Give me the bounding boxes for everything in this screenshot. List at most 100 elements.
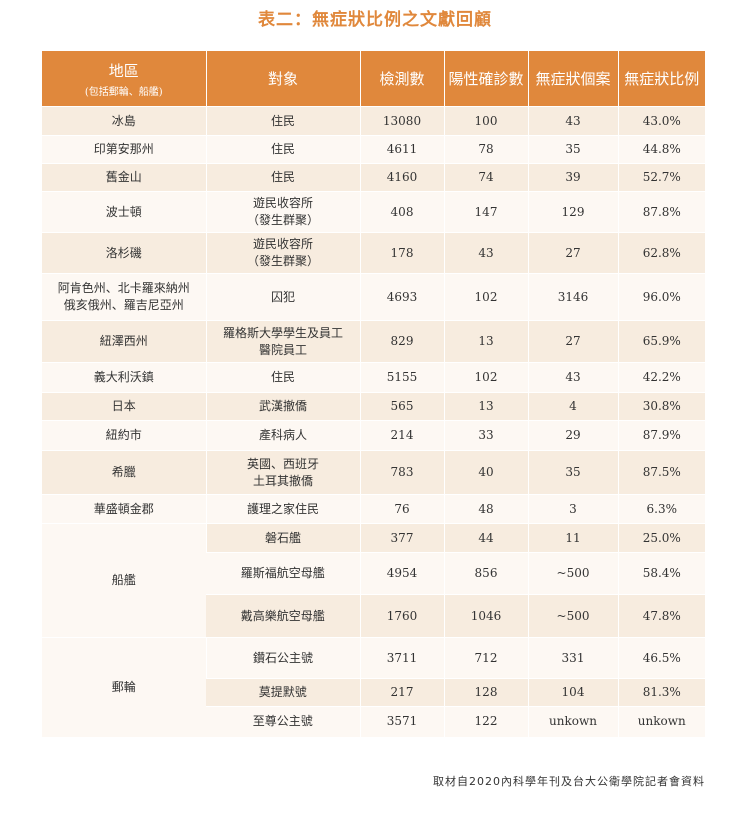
cell-ratio: 52.7% <box>617 163 705 192</box>
cell-asymptomatic-text: 129 <box>561 204 585 219</box>
cell-tested: 3571 <box>359 706 444 737</box>
cell-subject: 戴高樂航空母艦 <box>206 594 360 638</box>
cell-region-text: 紐約市 <box>105 428 142 442</box>
table-row: 義大利沃鎮 住民 5155 102 43 42.2% <box>42 362 705 393</box>
cell-tested: 4160 <box>359 163 444 192</box>
cell-ratio-text: 42.2% <box>642 370 681 384</box>
cell-positive-text: 33 <box>478 428 494 442</box>
cell-asymptomatic-text: 43 <box>565 113 581 128</box>
cell-region-text: 日本 <box>111 399 136 413</box>
cell-ratio: 65.9% <box>617 320 705 363</box>
cell-ratio-text: 87.5% <box>642 465 681 479</box>
cell-subject: 羅格斯大學學生及員工 醫院員工 <box>205 320 360 363</box>
cell-asymptomatic: 3 <box>527 494 618 524</box>
cell-subject: 遊民收容所 （發生群聚） <box>205 191 360 233</box>
cell-asymptomatic: 35 <box>527 135 618 164</box>
cell-subject: 產科病人 <box>205 420 360 451</box>
cell-ratio-text: 25.0% <box>642 530 681 545</box>
cell-asymptomatic-text: 29 <box>565 428 581 442</box>
cell-tested: 1760 <box>359 594 444 638</box>
header-tested: 檢測數 <box>359 51 444 107</box>
cell-ratio: 58.4% <box>617 552 705 595</box>
cell-positive: 1046 <box>443 594 528 638</box>
cell-positive: 100 <box>443 106 528 136</box>
cell-asymptomatic: 39 <box>527 163 618 192</box>
table-title: 表二：無症狀比例之文獻回顧 <box>258 10 492 30</box>
cell-positive-text: 40 <box>478 465 494 479</box>
cell-tested-text: 4954 <box>386 566 418 580</box>
cell-region: 印第安那州 <box>42 135 206 164</box>
cell-subject-text: 鑽石公主號 <box>252 650 313 665</box>
cell-asymptomatic: ~500 <box>527 594 618 638</box>
cell-region: 希臘 <box>42 450 206 495</box>
cell-subject: 住民 <box>205 106 360 136</box>
cell-subject-text: 羅格斯大學學生及員工 <box>222 325 343 340</box>
cell-positive-text: 102 <box>474 370 498 384</box>
cell-subject-text-line2: （發生群聚） <box>246 254 319 268</box>
cell-region: 義大利沃鎮 <box>42 362 206 393</box>
cell-tested: 408 <box>359 191 444 233</box>
header-ratio: 無症狀比例 <box>617 51 705 107</box>
cell-tested-text: 565 <box>390 399 414 413</box>
cell-subject-text: 磐石艦 <box>264 530 301 545</box>
cell-region-text: 洛杉磯 <box>105 245 142 260</box>
cell-subject-text: 產科病人 <box>258 428 307 442</box>
cell-region-text: 波士頓 <box>105 204 142 219</box>
cell-subject: 遊民收容所 （發生群聚） <box>205 232 360 274</box>
cell-subject-text: 遊民收容所 <box>252 237 313 251</box>
cell-ratio-text: 43.0% <box>642 113 681 128</box>
cell-positive: 48 <box>443 494 528 524</box>
cell-positive: 44 <box>443 523 528 553</box>
cell-subject-text: 住民 <box>270 370 295 384</box>
cell-ratio-text: 47.8% <box>642 608 681 623</box>
cell-ratio: 6.3% <box>617 494 705 524</box>
cell-region-text-line2: 俄亥俄州、羅吉尼亞州 <box>63 298 184 312</box>
cell-positive: 102 <box>443 362 528 393</box>
cell-ratio-text: 58.4% <box>642 566 681 580</box>
cell-subject: 住民 <box>205 135 360 164</box>
table-row: 郵輪 鑽石公主號 3711 712 331 46.5% <box>42 637 705 737</box>
cell-ratio-text: 87.9% <box>642 428 681 442</box>
cell-ratio: 87.8% <box>617 191 705 233</box>
cell-positive-text: 74 <box>478 170 494 184</box>
cell-tested: 565 <box>359 392 444 421</box>
cell-subject-text: 英國、西班牙 <box>246 456 319 471</box>
cell-positive-text: 78 <box>478 142 494 156</box>
cell-asymptomatic: 11 <box>527 523 618 553</box>
cell-group-region: 船艦 <box>42 523 206 638</box>
table-row: 船艦 磐石艦 377 44 11 25.0% <box>42 523 705 638</box>
cell-tested-text: 408 <box>390 204 414 219</box>
cell-asymptomatic: 129 <box>527 191 618 233</box>
cell-region: 華盛頓金郡 <box>42 494 206 524</box>
cell-positive-text: 712 <box>474 650 498 665</box>
cell-ratio: 25.0% <box>617 523 705 553</box>
cell-positive: 13 <box>443 392 528 421</box>
cell-asymptomatic: 43 <box>527 362 618 393</box>
cell-tested-text: 178 <box>390 245 414 260</box>
cell-positive-text: 48 <box>478 501 494 516</box>
cell-positive-text: 147 <box>474 204 498 219</box>
cell-subject-text: 武漢撤僑 <box>258 399 307 413</box>
cell-asymptomatic-text: 4 <box>569 399 577 413</box>
cell-ratio-text: 62.8% <box>642 245 681 260</box>
cell-subject-text: 住民 <box>270 113 295 128</box>
cell-positive-text: 1046 <box>470 608 502 623</box>
cell-asymptomatic: ~500 <box>527 552 618 595</box>
cell-subject: 莫提默號 <box>206 678 360 707</box>
cell-asymptomatic-text: 3 <box>569 501 577 516</box>
cell-region: 洛杉磯 <box>42 232 206 274</box>
table-row: 莫提默號 217 128 104 81.3% <box>42 678 705 707</box>
cell-asymptomatic-text: 35 <box>565 142 581 156</box>
header-region-label: 地區 <box>108 61 139 80</box>
cell-tested-text: 4160 <box>386 170 418 184</box>
cell-positive: 712 <box>443 637 528 679</box>
cell-asymptomatic: 104 <box>527 678 618 707</box>
cell-positive-text: 43 <box>478 245 494 260</box>
cell-tested: 4611 <box>359 135 444 164</box>
cell-asymptomatic-text: 3146 <box>557 289 589 304</box>
cell-positive: 33 <box>443 420 528 451</box>
cell-asymptomatic-text: 27 <box>565 245 581 260</box>
table-row: 舊金山 住民 4160 74 39 52.7% <box>42 163 705 192</box>
table-row: 紐約市 產科病人 214 33 29 87.9% <box>42 420 705 451</box>
cell-region-text: 義大利沃鎮 <box>93 370 154 384</box>
